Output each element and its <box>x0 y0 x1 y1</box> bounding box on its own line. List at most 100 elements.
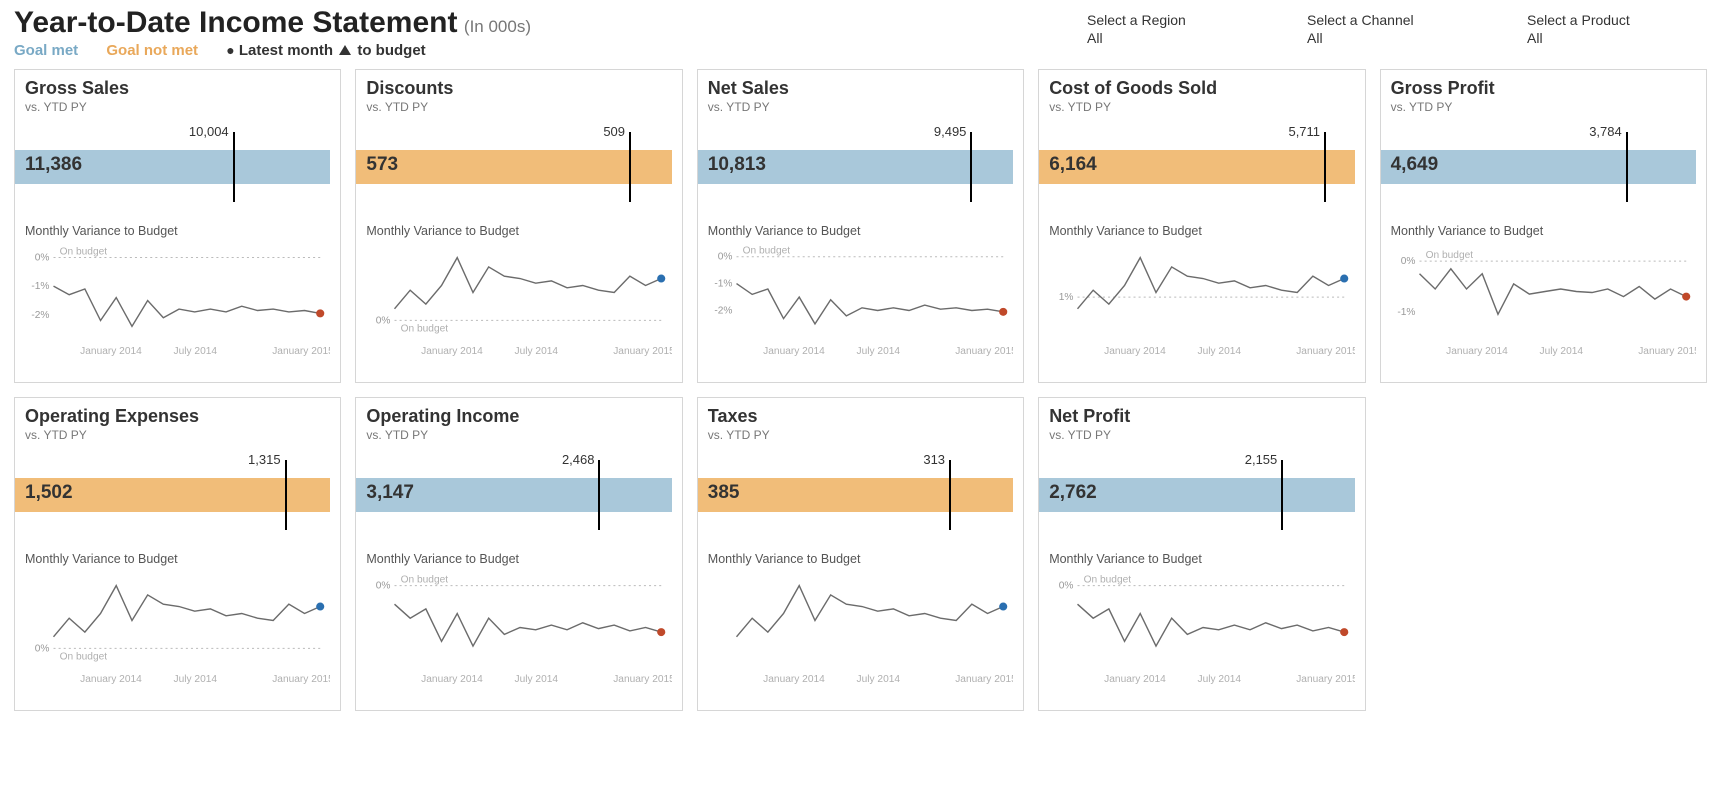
card-title: Net Profit <box>1049 406 1354 427</box>
svg-text:January 2014: January 2014 <box>422 346 484 357</box>
svg-text:January 2015: January 2015 <box>955 674 1013 685</box>
target-tick <box>233 132 235 202</box>
bullet-chart: 2,468 3,147 <box>366 456 671 532</box>
bullet-chart: 2,155 2,762 <box>1049 456 1354 532</box>
svg-text:-1%: -1% <box>714 279 732 290</box>
page-title: Year-to-Date Income Statement <box>14 6 457 39</box>
card-subtitle: vs. YTD PY <box>708 428 1013 442</box>
bullet-value: 573 <box>366 154 398 176</box>
sparkline: On budget0%-1%-2%January 2014July 2014Ja… <box>25 238 330 358</box>
card-taxes: Taxes vs. YTD PY 313 385 Monthly Varianc… <box>697 397 1024 711</box>
svg-text:January 2014: January 2014 <box>422 674 484 685</box>
variance-label: Monthly Variance to Budget <box>25 224 330 238</box>
target-label: 2,155 <box>1245 452 1282 467</box>
legend: Goal met Goal not met ● Latest month to … <box>14 42 1087 59</box>
target-tick <box>1626 132 1628 202</box>
bullet-chart: 10,004 11,386 <box>25 128 330 204</box>
card-title: Cost of Goods Sold <box>1049 78 1354 99</box>
filter-label: Select a Channel <box>1307 12 1447 28</box>
card-title: Discounts <box>366 78 671 99</box>
svg-text:January 2015: January 2015 <box>614 674 672 685</box>
svg-text:On budget: On budget <box>401 575 449 586</box>
filter-value[interactable]: All <box>1307 30 1447 46</box>
svg-text:July 2014: July 2014 <box>515 674 559 685</box>
legend-latest: ● Latest month to budget <box>226 42 425 59</box>
bullet-value: 3,147 <box>366 482 414 504</box>
card-subtitle: vs. YTD PY <box>1049 100 1354 114</box>
target-label: 3,784 <box>1589 124 1626 139</box>
card-discounts: Discounts vs. YTD PY 509 573 Monthly Var… <box>355 69 682 383</box>
page-subtitle: (In 000s) <box>464 17 531 36</box>
svg-text:January 2014: January 2014 <box>80 346 142 357</box>
target-label: 9,495 <box>934 124 971 139</box>
filter-0[interactable]: Select a Region All <box>1087 12 1227 46</box>
legend-goal-not-met: Goal not met <box>106 42 198 59</box>
card-cogs: Cost of Goods Sold vs. YTD PY 5,711 6,16… <box>1038 69 1365 383</box>
bullet-bar <box>356 150 671 184</box>
filter-2[interactable]: Select a ProductAll <box>1527 12 1667 46</box>
svg-text:0%: 0% <box>376 315 391 326</box>
svg-text:On budget: On budget <box>60 651 108 662</box>
svg-text:January 2014: January 2014 <box>763 346 825 357</box>
card-title: Gross Profit <box>1391 78 1696 99</box>
svg-text:On budget: On budget <box>401 323 449 334</box>
card-gross-sales: Gross Sales vs. YTD PY 10,004 11,386 Mon… <box>14 69 341 383</box>
variance-label: Monthly Variance to Budget <box>366 224 671 238</box>
card-net-sales: Net Sales vs. YTD PY 9,495 10,813 Monthl… <box>697 69 1024 383</box>
target-tick <box>949 460 951 530</box>
sparkline: On budget0%January 2014July 2014January … <box>1049 566 1354 686</box>
card-subtitle: vs. YTD PY <box>366 428 671 442</box>
card-opex: Operating Expenses vs. YTD PY 1,315 1,50… <box>14 397 341 711</box>
svg-text:0%: 0% <box>1400 256 1415 267</box>
target-tick <box>1281 460 1283 530</box>
svg-text:January 2015: January 2015 <box>272 346 330 357</box>
card-subtitle: vs. YTD PY <box>25 428 330 442</box>
sparkline: On budget0%January 2014July 2014January … <box>25 566 330 686</box>
variance-label: Monthly Variance to Budget <box>1391 224 1696 238</box>
filter-value[interactable]: All <box>1087 30 1227 46</box>
svg-text:0%: 0% <box>376 581 391 592</box>
variance-label: Monthly Variance to Budget <box>708 552 1013 566</box>
svg-text:On budget: On budget <box>742 246 790 257</box>
bullet-value: 4,649 <box>1391 154 1439 176</box>
svg-text:-2%: -2% <box>714 306 732 317</box>
bullet-value: 2,762 <box>1049 482 1097 504</box>
variance-label: Monthly Variance to Budget <box>1049 552 1354 566</box>
filter-label: Select a Region <box>1087 12 1227 28</box>
svg-text:0%: 0% <box>35 253 50 264</box>
bullet-chart: 509 573 <box>366 128 671 204</box>
card-title: Operating Expenses <box>25 406 330 427</box>
bullet-chart: 3,784 4,649 <box>1391 128 1696 204</box>
target-tick <box>629 132 631 202</box>
sparkline: January 2014July 2014January 2015 <box>708 566 1013 686</box>
card-net-profit: Net Profit vs. YTD PY 2,155 2,762 Monthl… <box>1038 397 1365 711</box>
svg-text:0%: 0% <box>35 643 50 654</box>
card-subtitle: vs. YTD PY <box>25 100 330 114</box>
target-label: 509 <box>603 124 629 139</box>
svg-text:January 2015: January 2015 <box>1296 346 1354 357</box>
svg-text:July 2014: July 2014 <box>1198 346 1242 357</box>
card-title: Taxes <box>708 406 1013 427</box>
svg-text:July 2014: July 2014 <box>515 346 559 357</box>
sparkline: 1%January 2014July 2014January 2015 <box>1049 238 1354 358</box>
svg-text:July 2014: July 2014 <box>856 346 900 357</box>
triangle-icon <box>339 45 351 55</box>
variance-label: Monthly Variance to Budget <box>25 552 330 566</box>
svg-text:July 2014: July 2014 <box>174 346 218 357</box>
sparkline: On budget0%-1%January 2014July 2014Janua… <box>1391 238 1696 358</box>
filter-1[interactable]: Select a Channel All <box>1307 12 1447 46</box>
card-gross-profit: Gross Profit vs. YTD PY 3,784 4,649 Mont… <box>1380 69 1707 383</box>
bullet-chart: 313 385 <box>708 456 1013 532</box>
card-subtitle: vs. YTD PY <box>366 100 671 114</box>
target-label: 5,711 <box>1288 124 1324 139</box>
svg-text:July 2014: July 2014 <box>1198 674 1242 685</box>
svg-text:January 2015: January 2015 <box>614 346 672 357</box>
target-tick <box>1324 132 1326 202</box>
svg-text:January 2014: January 2014 <box>1104 674 1166 685</box>
svg-text:January 2014: January 2014 <box>1446 346 1508 357</box>
filter-value[interactable]: All <box>1527 30 1667 46</box>
svg-text:-1%: -1% <box>31 281 49 292</box>
bullet-chart: 1,315 1,502 <box>25 456 330 532</box>
bullet-value: 6,164 <box>1049 154 1097 176</box>
svg-text:January 2015: January 2015 <box>1638 346 1696 357</box>
